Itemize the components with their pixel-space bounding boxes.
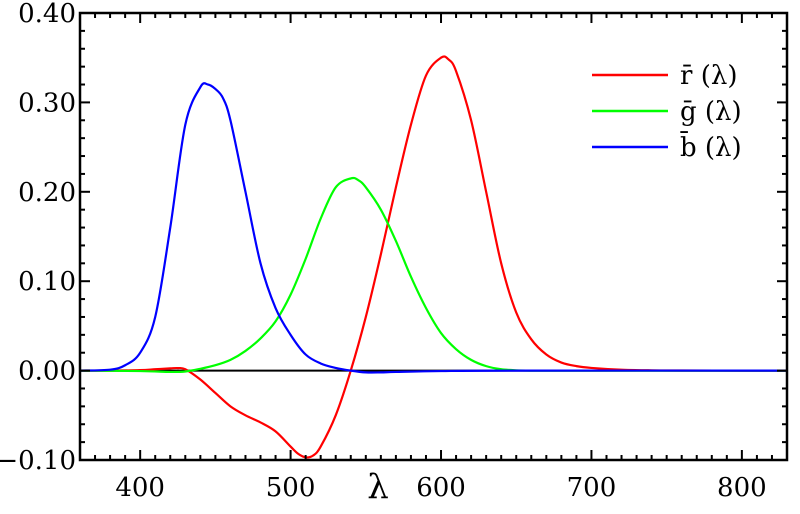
x-tick-label: 400 bbox=[115, 473, 165, 503]
x-axis-label: λ bbox=[367, 467, 389, 507]
tick-labels-layer: 400 500 600 700 800 −0.10 0.00 0.10 0.20 0.30 0.40 bbox=[0, 0, 767, 503]
series-layer bbox=[79, 55, 788, 459]
series-g-bar bbox=[79, 176, 787, 374]
series-b-bar bbox=[79, 82, 788, 374]
y-tick-label: 0.30 bbox=[18, 88, 76, 118]
y-tick-label: 0.00 bbox=[18, 357, 76, 387]
y-tick-label: 0.10 bbox=[18, 267, 76, 297]
series-r-bar bbox=[79, 55, 788, 459]
legend-label: r̄ (λ) bbox=[680, 61, 737, 91]
plot-frame bbox=[78, 11, 789, 462]
legend-label: ḡ (λ) bbox=[680, 97, 742, 127]
legend-entry-b-bar: b̄ (λ) bbox=[592, 130, 742, 163]
x-tick-label: 700 bbox=[567, 473, 617, 503]
x-tick-label: 800 bbox=[717, 473, 767, 503]
y-tick-label: 0.20 bbox=[18, 178, 76, 208]
y-tick-label: 0.40 bbox=[18, 0, 76, 29]
x-tick-label: 500 bbox=[266, 473, 316, 503]
legend-label: b̄ (λ) bbox=[680, 130, 742, 163]
legend: r̄ (λ) ḡ (λ)b̄ (λ) bbox=[592, 61, 742, 163]
legend-entry-r-bar: r̄ (λ) bbox=[592, 61, 737, 91]
x-tick-label: 600 bbox=[416, 473, 466, 503]
legend-entry-g-bar: ḡ (λ) bbox=[592, 97, 742, 127]
y-tick-label: −0.10 bbox=[0, 446, 76, 476]
